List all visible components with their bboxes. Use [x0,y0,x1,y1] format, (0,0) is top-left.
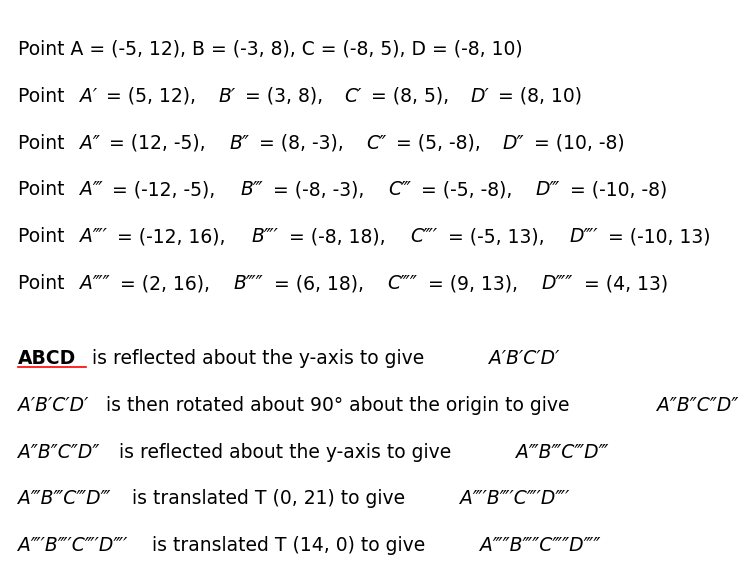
Text: B‴′: B‴′ [252,227,279,246]
Text: A‴″: A‴″ [79,274,109,293]
Text: = (-8, -3),: = (-8, -3), [267,180,371,199]
Text: A‴: A‴ [79,180,102,199]
Text: B‴″: B‴″ [233,274,263,293]
Text: C′: C′ [344,87,362,106]
Text: Point: Point [18,180,70,199]
Text: D′: D′ [470,87,488,106]
Text: D‴′: D‴′ [569,227,598,246]
Text: B″: B″ [230,134,249,152]
Text: A‴B‴C‴D‴: A‴B‴C‴D‴ [516,443,608,461]
Text: A‴′: A‴′ [79,227,107,246]
Text: A‴″B‴″C‴″D‴″: A‴″B‴″C‴″D‴″ [480,536,600,555]
Text: = (2, 16),: = (2, 16), [114,274,216,293]
Text: = (-10, -8): = (-10, -8) [564,180,667,199]
Text: is translated T (0, 21) to give: is translated T (0, 21) to give [126,489,411,508]
Text: D‴: D‴ [536,180,560,199]
Text: Point: Point [18,274,70,293]
Text: A′: A′ [79,87,97,106]
Text: = (-12, -5),: = (-12, -5), [106,180,221,199]
Text: is then rotated about 90° about the origin to give: is then rotated about 90° about the orig… [101,396,576,415]
Text: A′B′C′D′: A′B′C′D′ [489,349,559,368]
Text: C‴: C‴ [388,180,411,199]
Text: = (9, 13),: = (9, 13), [423,274,525,293]
Text: C‴″: C‴″ [388,274,417,293]
Text: Point: Point [18,134,70,152]
Text: ABCD: ABCD [18,349,76,368]
Text: A‴′B‴′C‴′D‴′: A‴′B‴′C‴′D‴′ [460,489,569,508]
Text: = (8, 10): = (8, 10) [492,87,582,106]
Text: = (5, 12),: = (5, 12), [100,87,201,106]
Text: = (-8, 18),: = (-8, 18), [283,227,392,246]
Text: C″: C″ [366,134,386,152]
Text: D″: D″ [503,134,525,152]
Text: A‴B‴C‴D‴: A‴B‴C‴D‴ [18,489,110,508]
Text: = (-10, 13): = (-10, 13) [602,227,711,246]
Text: = (8, -3),: = (8, -3), [253,134,350,152]
Text: B′: B′ [219,87,236,106]
Text: C‴′: C‴′ [411,227,437,246]
Text: A′B′C′D′: A′B′C′D′ [18,396,89,415]
Text: = (5, -8),: = (5, -8), [390,134,486,152]
Text: Point A = (-5, 12), B = (-3, 8), C = (-8, 5), D = (-8, 10): Point A = (-5, 12), B = (-3, 8), C = (-8… [18,40,522,59]
Text: = (10, -8): = (10, -8) [528,134,625,152]
Text: = (-5, 13),: = (-5, 13), [442,227,551,246]
Text: is translated T (14, 0) to give: is translated T (14, 0) to give [146,536,431,555]
Text: is reflected about the y-axis to give: is reflected about the y-axis to give [113,443,457,461]
Text: B‴: B‴ [240,180,263,199]
Text: = (-12, 16),: = (-12, 16), [111,227,232,246]
Text: A″: A″ [79,134,99,152]
Text: Point: Point [18,227,70,246]
Text: = (-5, -8),: = (-5, -8), [415,180,518,199]
Text: is reflected about the y-axis to give: is reflected about the y-axis to give [87,349,431,368]
Text: = (12, -5),: = (12, -5), [103,134,212,152]
Text: = (6, 18),: = (6, 18), [268,274,370,293]
Text: D‴″: D‴″ [542,274,573,293]
Text: A″B″C″D″: A″B″C″D″ [656,396,738,415]
Text: = (3, 8),: = (3, 8), [239,87,329,106]
Text: A‴′B‴′C‴′D‴′: A‴′B‴′C‴′D‴′ [18,536,127,555]
Text: = (8, 5),: = (8, 5), [365,87,454,106]
Text: = (4, 13): = (4, 13) [578,274,668,293]
Text: Point: Point [18,87,70,106]
Text: A″B″C″D″: A″B″C″D″ [18,443,99,461]
